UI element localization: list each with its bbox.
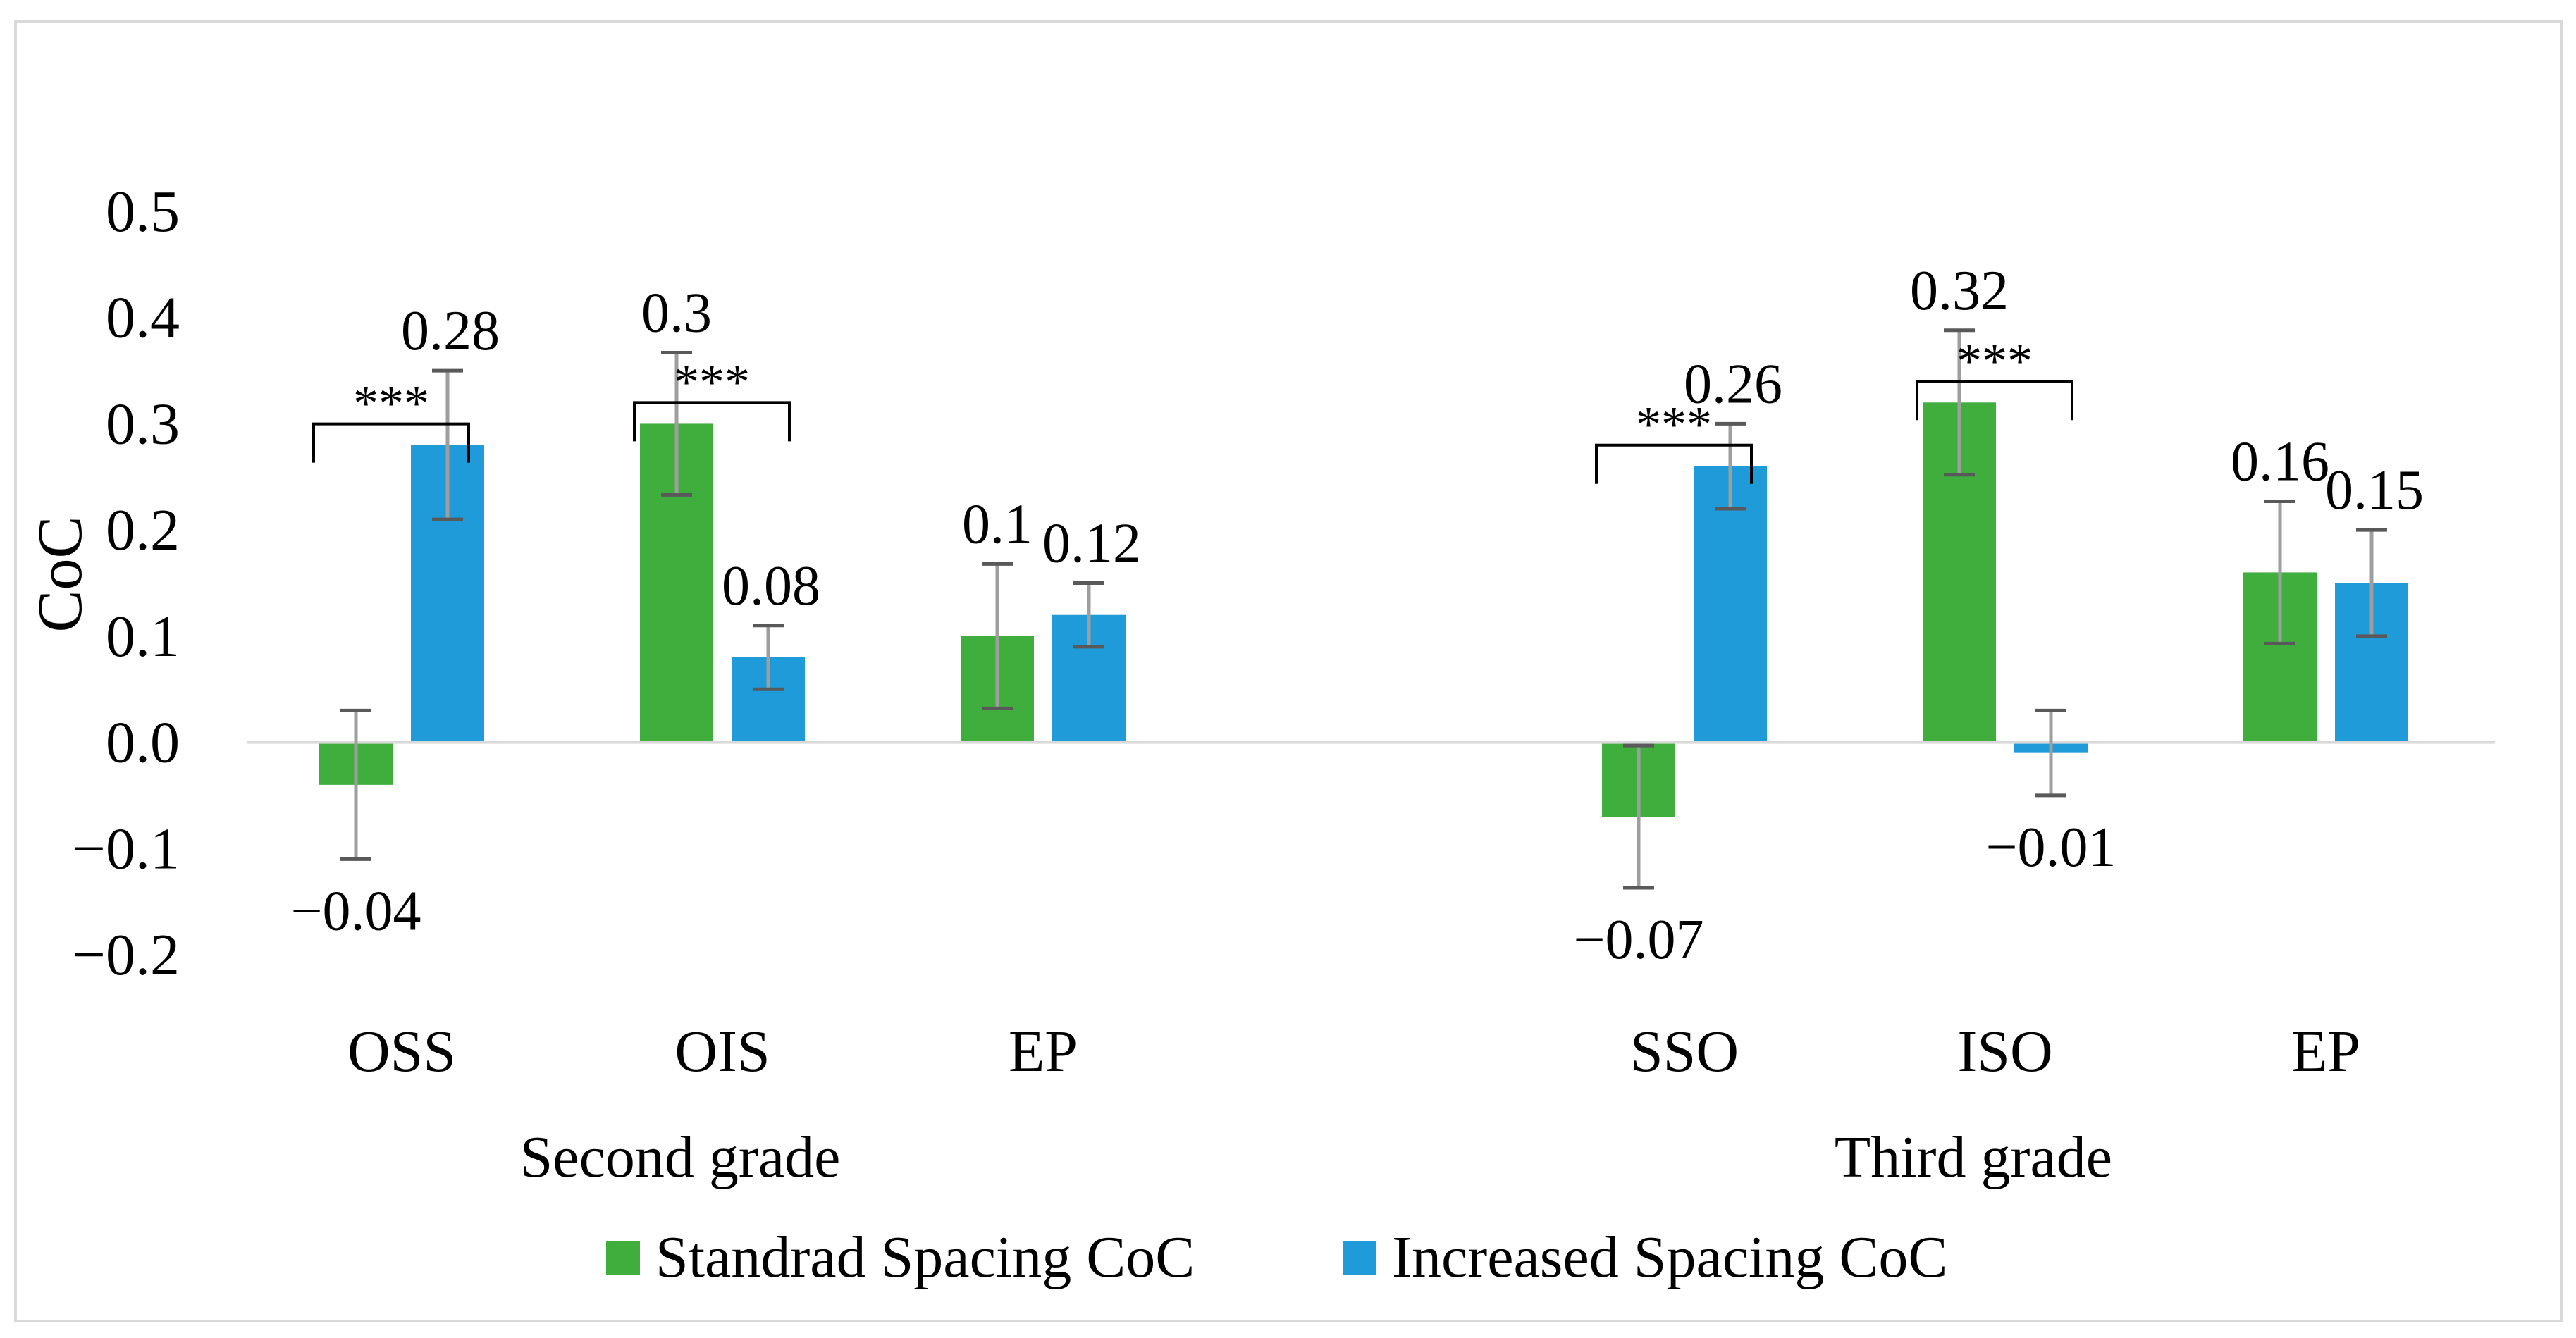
y-tick-label: 0.2 <box>106 497 180 563</box>
category-label: OSS <box>347 1019 456 1084</box>
legend-swatch <box>606 1241 640 1275</box>
y-axis-label: CoC <box>25 516 95 632</box>
bracket-line <box>1916 380 2073 421</box>
value-label: 0.15 <box>2325 459 2424 521</box>
significance-bracket: *** <box>312 376 470 463</box>
bracket-line <box>1595 443 1753 484</box>
significance-bracket: *** <box>633 354 791 442</box>
y-tick-label: 0.3 <box>106 391 180 457</box>
legend-label: Standrad Spacing CoC <box>655 1225 1195 1290</box>
y-tick-label: 0.1 <box>106 604 180 669</box>
category-label: SSO <box>1630 1019 1739 1084</box>
significance-label: *** <box>674 354 750 410</box>
value-label: 0.1 <box>962 493 1033 555</box>
group-label: Third grade <box>1835 1125 2112 1190</box>
significance-bracket: *** <box>1595 397 1753 484</box>
y-tick-label: 0.5 <box>106 179 180 244</box>
significance-label: *** <box>353 376 429 432</box>
legend-item: Increased Spacing CoC <box>1343 1225 1947 1290</box>
value-label: 0.26 <box>1684 353 1782 415</box>
value-label: −0.04 <box>290 880 421 942</box>
group-labels: Second grade Third grade <box>520 1125 2113 1190</box>
value-label: 0.32 <box>1910 260 2009 322</box>
error-bars <box>340 328 2387 890</box>
legend-swatch <box>1343 1241 1376 1275</box>
chart-border <box>14 20 2563 1322</box>
bars <box>319 402 2408 817</box>
value-labels: −0.04 0.3 0.1 −0.07 0.32 0.16 0.28 0.08 0.12 0.26… <box>290 260 2424 971</box>
significance-label: *** <box>1636 397 1712 453</box>
category-labels: OSS OIS EP SSO ISO EP <box>347 1019 2360 1084</box>
bracket-line <box>633 401 791 442</box>
bar <box>1694 466 1767 743</box>
y-tick-label: 0.4 <box>106 285 180 351</box>
significance-brackets: *** *** *** *** <box>312 333 2073 484</box>
category-label: EP <box>1009 1019 1078 1084</box>
legend-label: Increased Spacing CoC <box>1392 1225 1947 1290</box>
y-axis-ticks: 0.5 0.4 0.3 0.2 0.1 0.0 −0.1 −0.2 <box>73 179 180 988</box>
value-label: 0.12 <box>1042 513 1141 575</box>
category-label: EP <box>2291 1019 2360 1084</box>
y-tick-label: −0.2 <box>73 922 180 988</box>
value-label: 0.08 <box>722 555 820 617</box>
significance-bracket: *** <box>1916 333 2073 421</box>
value-label: −0.07 <box>1573 909 1703 971</box>
legend: Standrad Spacing CoC Increased Spacing Co… <box>606 1225 1947 1290</box>
group-label: Second grade <box>520 1125 841 1190</box>
category-label: ISO <box>1957 1019 2052 1084</box>
category-label: OIS <box>674 1019 770 1084</box>
bracket-line <box>312 422 470 463</box>
value-label: 0.16 <box>2231 430 2329 493</box>
value-label: −0.01 <box>1985 817 2116 879</box>
y-tick-label: 0.0 <box>106 710 180 776</box>
y-tick-label: −0.1 <box>73 816 180 881</box>
legend-item: Standrad Spacing CoC <box>606 1225 1195 1290</box>
significance-label: *** <box>1956 333 2033 389</box>
value-label: 0.28 <box>401 300 500 362</box>
value-label: 0.3 <box>641 282 712 344</box>
